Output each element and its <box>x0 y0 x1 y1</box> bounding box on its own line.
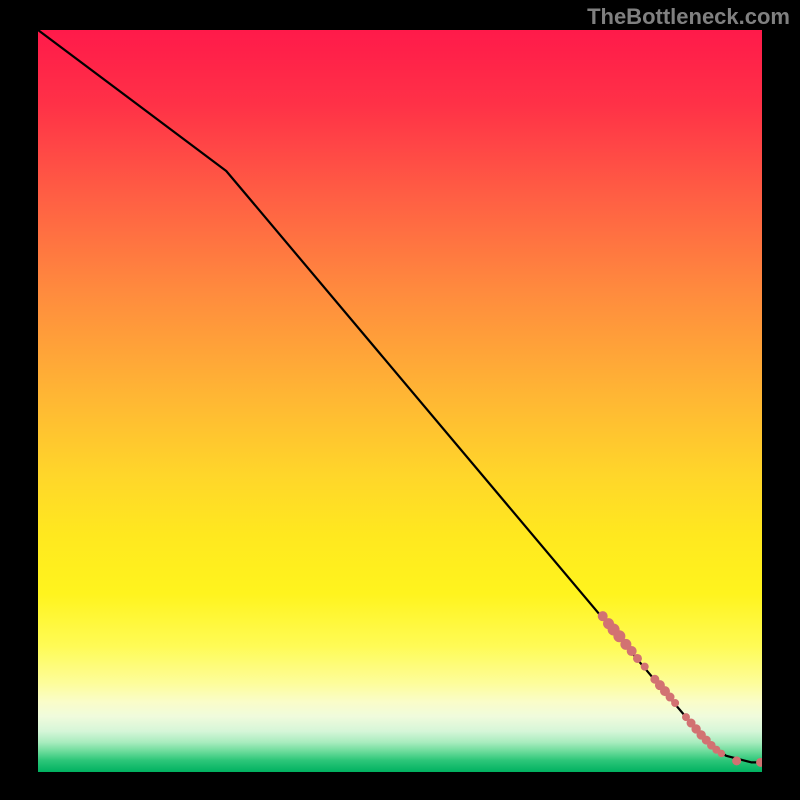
marker-point <box>627 647 636 656</box>
marker-point <box>633 654 641 662</box>
marker-point <box>718 750 724 756</box>
marker-point <box>757 758 762 766</box>
watermark-text: TheBottleneck.com <box>587 4 790 30</box>
gradient-background <box>38 30 762 772</box>
plot-area <box>38 30 762 772</box>
chart-container: TheBottleneck.com <box>0 0 800 800</box>
marker-point <box>733 757 741 765</box>
plot-svg <box>38 30 762 772</box>
marker-point <box>641 663 648 670</box>
marker-point <box>672 699 679 706</box>
